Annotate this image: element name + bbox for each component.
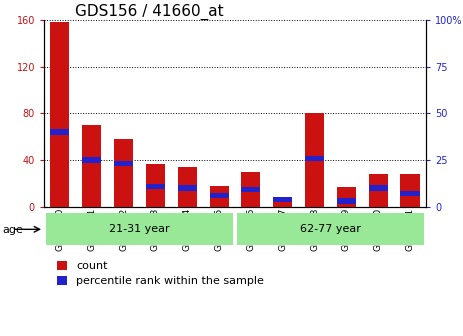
Bar bbox=[400, 191, 419, 196]
Text: age: age bbox=[2, 225, 23, 235]
Bar bbox=[305, 114, 324, 207]
Bar bbox=[241, 187, 260, 193]
Legend: count, percentile rank within the sample: count, percentile rank within the sample bbox=[57, 261, 264, 286]
Bar bbox=[337, 187, 356, 207]
Bar bbox=[114, 139, 133, 207]
Bar bbox=[146, 164, 165, 207]
Bar bbox=[82, 157, 101, 163]
Text: GDS156 / 41660_at: GDS156 / 41660_at bbox=[75, 4, 223, 20]
Bar bbox=[50, 23, 69, 207]
Bar bbox=[273, 197, 292, 207]
Bar bbox=[178, 167, 197, 207]
Bar bbox=[178, 185, 197, 191]
Bar bbox=[337, 199, 356, 204]
Bar bbox=[241, 172, 260, 207]
Bar bbox=[400, 174, 419, 207]
Bar bbox=[45, 213, 233, 245]
Bar bbox=[146, 183, 165, 189]
Bar bbox=[114, 161, 133, 166]
Bar bbox=[82, 125, 101, 207]
Bar bbox=[369, 185, 388, 191]
Bar bbox=[305, 156, 324, 161]
Bar bbox=[209, 193, 229, 198]
Text: 21-31 year: 21-31 year bbox=[109, 224, 170, 234]
Bar bbox=[237, 213, 425, 245]
Bar bbox=[50, 129, 69, 135]
Bar bbox=[273, 197, 292, 202]
Bar bbox=[209, 186, 229, 207]
Text: 62-77 year: 62-77 year bbox=[300, 224, 361, 234]
Bar bbox=[369, 174, 388, 207]
